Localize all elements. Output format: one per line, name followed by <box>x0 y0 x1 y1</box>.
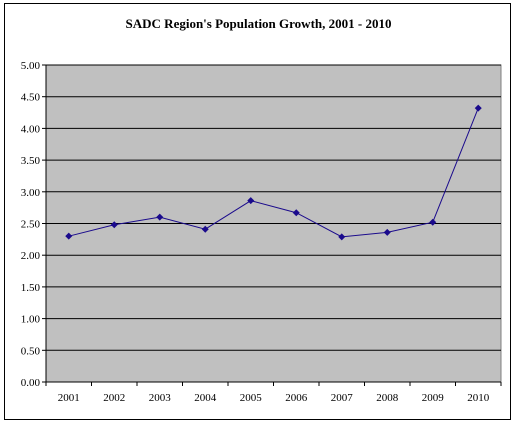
data-point-marker <box>247 197 255 205</box>
y-tick-label: 0.50 <box>21 345 41 357</box>
y-tick-label: 2.00 <box>21 250 41 262</box>
y-tick-label: 2.50 <box>21 219 41 231</box>
x-tick-label: 2006 <box>285 392 308 404</box>
y-tick-label: 3.00 <box>21 187 41 199</box>
x-tick-label: 2003 <box>149 392 172 404</box>
data-point-marker <box>201 225 209 233</box>
x-tick-label: 2008 <box>376 392 399 404</box>
data-point-marker <box>474 104 482 112</box>
chart-title: SADC Region's Population Growth, 2001 - … <box>125 16 392 31</box>
x-tick-label: 2002 <box>103 392 125 404</box>
x-tick-label: 2007 <box>331 392 354 404</box>
y-tick-label: 3.50 <box>21 155 41 167</box>
y-tick-label: 1.50 <box>21 282 41 294</box>
x-tick-label: 2004 <box>194 392 217 404</box>
data-point-marker <box>292 209 300 217</box>
y-tick-label: 4.50 <box>21 92 41 104</box>
data-point-marker <box>65 232 73 240</box>
y-tick-label: 1.00 <box>21 314 41 326</box>
data-point-marker <box>429 218 437 226</box>
x-tick-label: 2010 <box>467 392 490 404</box>
data-point-marker <box>383 228 391 236</box>
x-tick-label: 2009 <box>422 392 445 404</box>
data-point-marker <box>110 221 118 229</box>
y-tick-label: 0.00 <box>21 377 41 389</box>
series-line <box>68 107 479 238</box>
data-point-marker <box>338 233 346 241</box>
y-tick-label: 4.00 <box>21 123 41 135</box>
x-tick-label: 2001 <box>58 392 80 404</box>
x-tick-label: 2005 <box>240 392 263 404</box>
data-point-marker <box>156 213 164 221</box>
y-tick-label: 5.00 <box>21 60 41 72</box>
